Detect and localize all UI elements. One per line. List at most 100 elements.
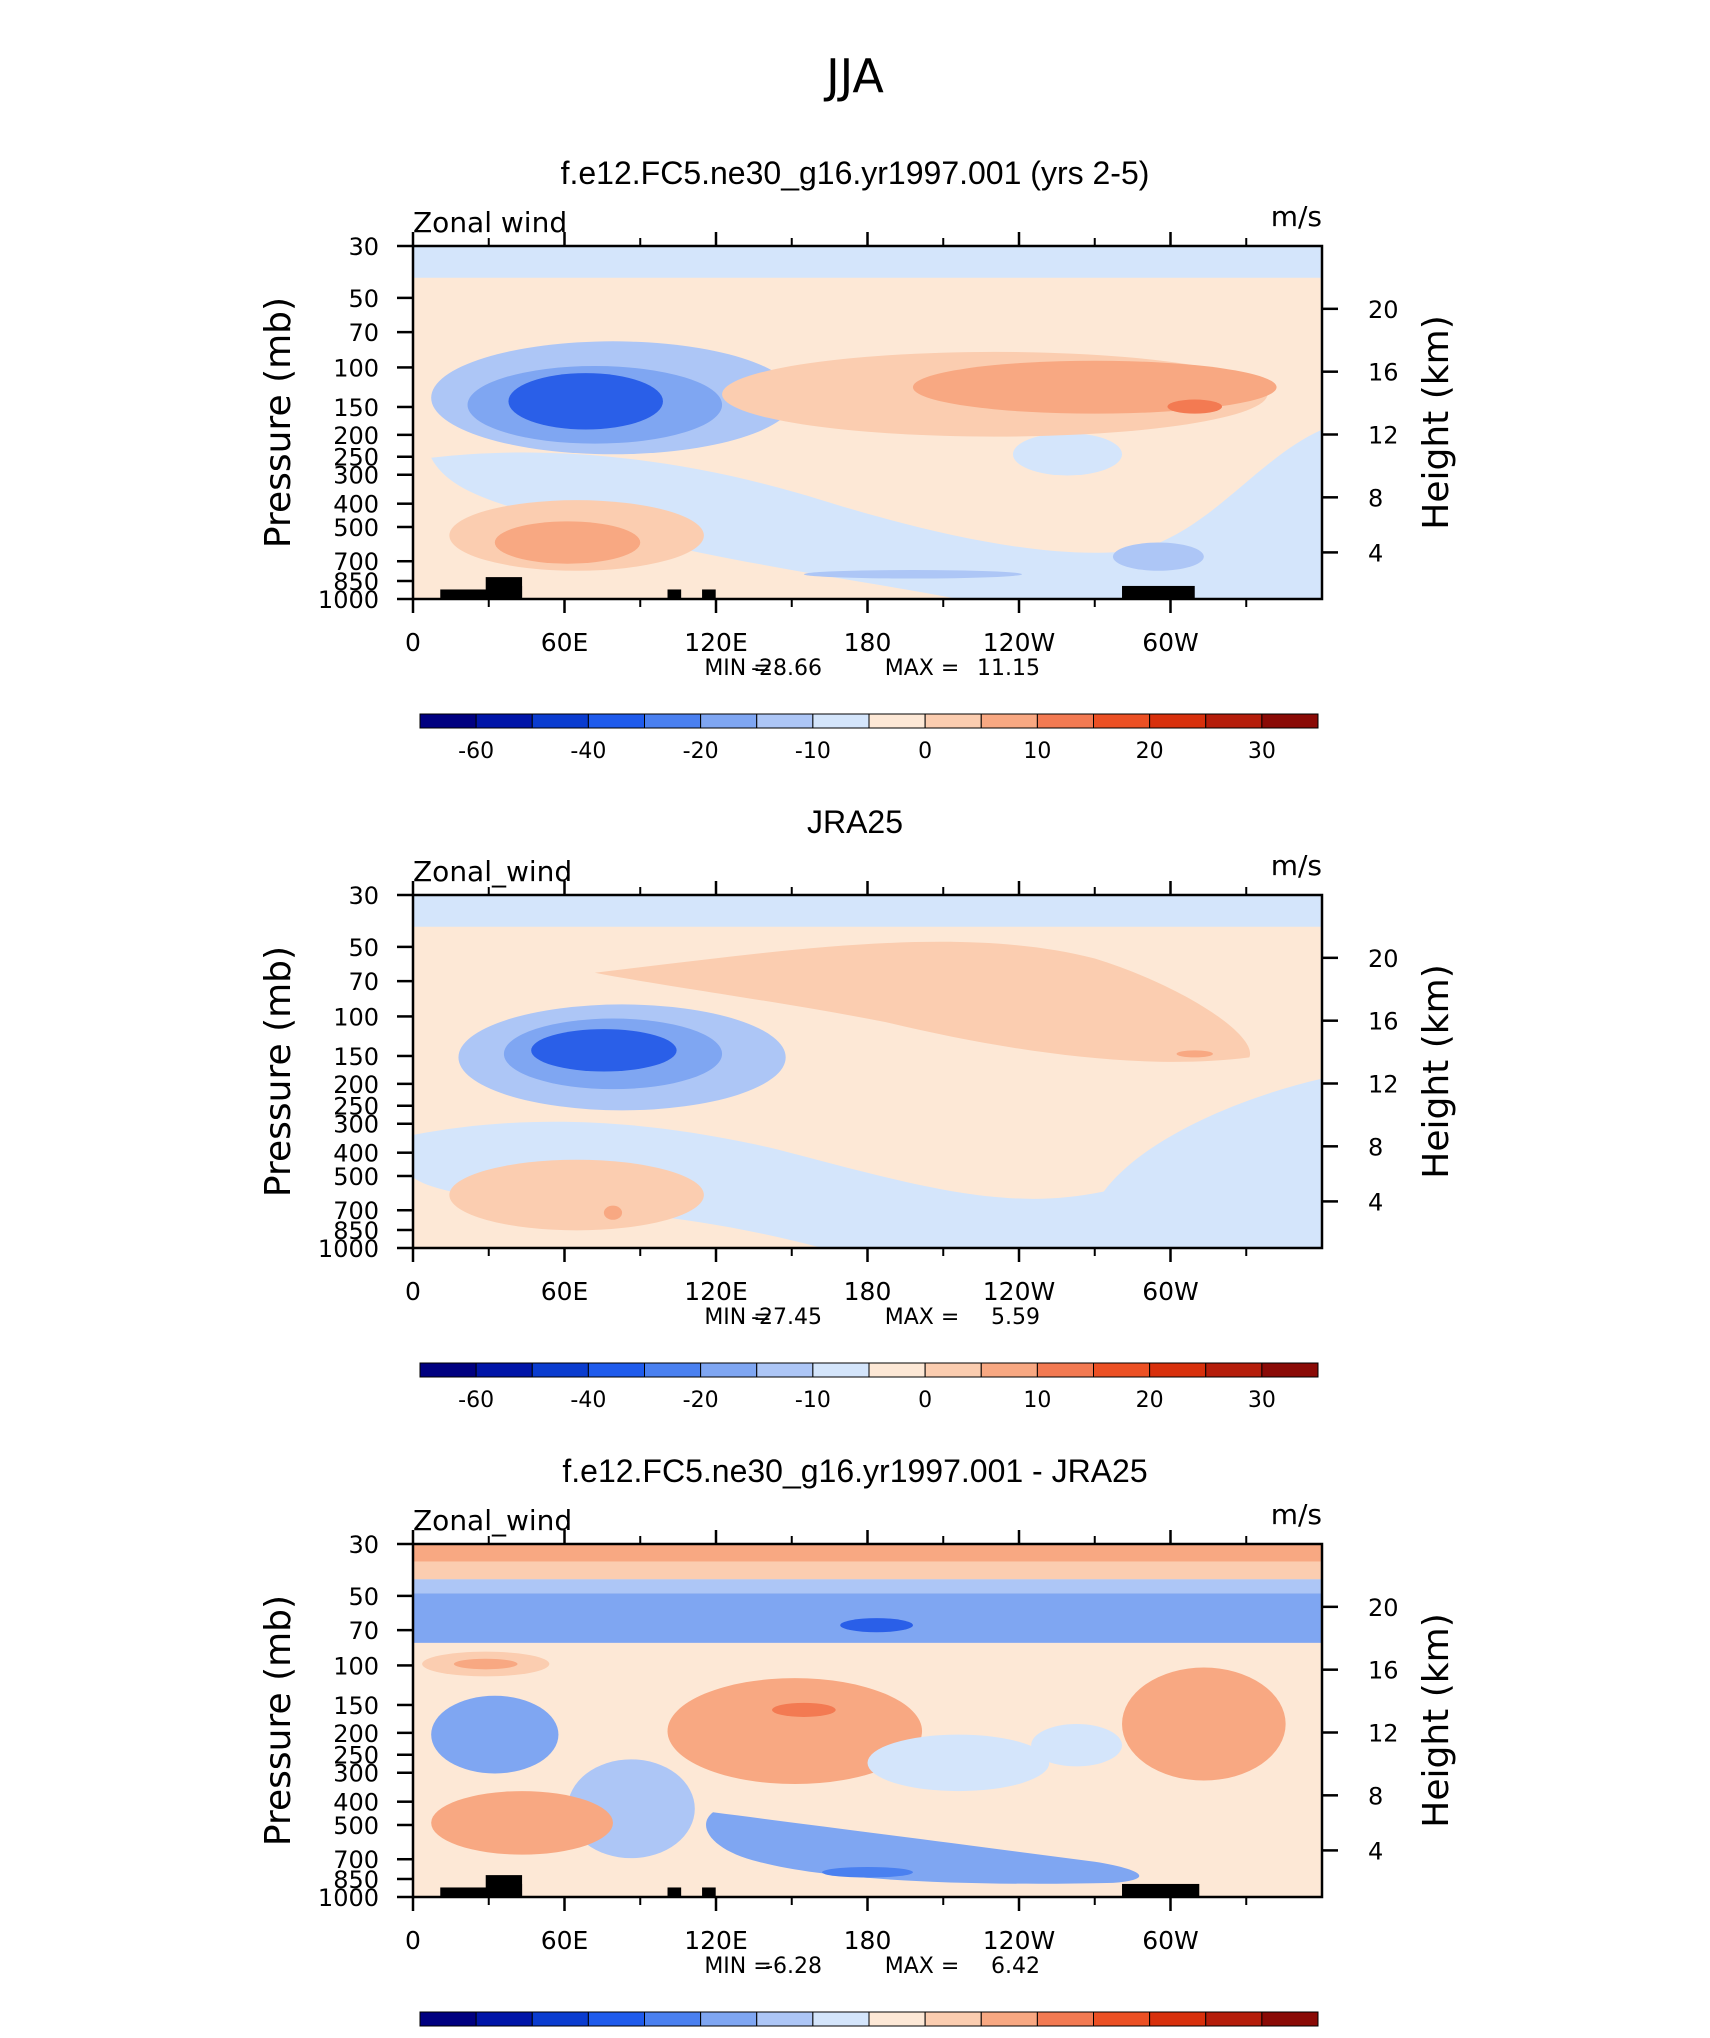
colorbar-swatch [531, 713, 589, 729]
y2-tick-label: 8 [1368, 1782, 1383, 1810]
colorbar-swatch [1036, 1362, 1094, 1378]
colorbar-swatch [868, 713, 926, 729]
colorbar-label: -40 [570, 1388, 606, 1413]
topography [1122, 1883, 1200, 1897]
topography [702, 1887, 716, 1897]
variable-label: Zonal wind [413, 206, 567, 239]
y-tick-label: 30 [348, 233, 379, 261]
colorbar-swatch [1261, 713, 1319, 729]
panel-2: JRA25 Zonal_wind m/s 0 60E 120E 180 120W 60W 30 50… [258, 804, 1457, 1413]
colorbar-swatch [980, 1362, 1038, 1378]
colorbar-label: 30 [1248, 739, 1276, 764]
contour-region [706, 1812, 1140, 1884]
contour-region [413, 1593, 1322, 1643]
y-tick-label: 700 [333, 1846, 379, 1874]
variable-label: Zonal_wind [413, 1504, 572, 1537]
y-tick-label: 500 [333, 1812, 379, 1840]
colorbar-swatch [1205, 713, 1263, 729]
y-tick-label: 250 [333, 1093, 379, 1121]
colorbar-swatch [419, 713, 477, 729]
min-value: -28.66 [751, 656, 822, 681]
colorbar-swatch [587, 1362, 645, 1378]
colorbar-swatch [924, 1362, 982, 1378]
contour-region [413, 1579, 1322, 1594]
min-label: MIN = [704, 1954, 771, 1979]
contour-field [413, 246, 1322, 599]
y2-tick-label: 16 [1368, 359, 1399, 387]
y-tick-label: 200 [333, 422, 379, 450]
colorbar-swatch [868, 2011, 926, 2027]
contour-region [413, 895, 1322, 927]
y-tick-label: 100 [333, 354, 379, 382]
colorbar-swatch [756, 1362, 814, 1378]
colorbar-label: -20 [683, 1388, 719, 1413]
y-tick-label: 250 [333, 1742, 379, 1770]
y2-tick-label: 16 [1368, 1008, 1399, 1036]
x-tick-label: 120E [684, 1277, 748, 1306]
colorbar: -60 -40 -20 -10 0 10 20 30 [419, 713, 1319, 764]
y-tick-label: 150 [333, 394, 379, 422]
colorbar-swatch [419, 2011, 477, 2027]
colorbar-swatch [1149, 713, 1207, 729]
colorbar-swatch [531, 2011, 589, 2027]
y-tick-label: 100 [333, 1003, 379, 1031]
contour-region [772, 1702, 836, 1717]
contour-region [1176, 1050, 1213, 1058]
y-tick-label: 300 [333, 462, 379, 490]
max-label: MAX = [885, 656, 960, 681]
contour-region [594, 941, 1251, 1062]
y2-tick-label: 12 [1368, 1071, 1399, 1099]
contour-region [1012, 433, 1123, 476]
y-tick-label: 1000 [318, 586, 379, 614]
colorbar-swatch [1036, 713, 1094, 729]
x-tick-label: 120W [983, 628, 1055, 657]
y-tick-label: 250 [333, 444, 379, 472]
colorbar: -60 -40 -20 -10 0 10 20 30 [419, 1362, 1319, 1413]
units-label: m/s [1271, 849, 1322, 882]
y2-tick-label: 12 [1368, 1720, 1399, 1748]
y-tick-label: 50 [348, 934, 379, 962]
y-tick-label: 850 [333, 1866, 379, 1894]
colorbar-swatch [475, 2011, 533, 2027]
panel-title: f.e12.FC5.ne30_g16.yr1997.001 (yrs 2-5) [561, 155, 1150, 191]
max-label: MAX = [885, 1954, 960, 1979]
panel-title: f.e12.FC5.ne30_g16.yr1997.001 - JRA25 [562, 1453, 1147, 1489]
y-tick-label: 400 [333, 491, 379, 519]
panel-1: f.e12.FC5.ne30_g16.yr1997.001 (yrs 2-5) Z… [258, 155, 1457, 764]
contour-region [431, 1695, 559, 1774]
colorbar-swatch [980, 713, 1038, 729]
y-tick-label: 700 [333, 548, 379, 576]
contour-region [431, 1791, 613, 1855]
x-tick-label: 60W [1142, 1926, 1199, 1955]
y-tick-label: 850 [333, 568, 379, 596]
colorbar-swatch [1093, 713, 1151, 729]
x-tick-label: 60E [541, 1926, 589, 1955]
colorbar-swatch [1261, 2011, 1319, 2027]
y-tick-label: 500 [333, 1163, 379, 1191]
topography [702, 589, 716, 599]
y-tick-label: 30 [348, 882, 379, 910]
x-tick-label: 0 [405, 1926, 421, 1955]
contour-region [1167, 399, 1223, 414]
colorbar-swatch [1093, 1362, 1151, 1378]
contour-region [508, 373, 663, 430]
y-tick-label: 300 [333, 1760, 379, 1788]
y2-tick-label: 20 [1368, 945, 1399, 973]
colorbar-label: 0 [918, 1388, 932, 1413]
contour-region [453, 1658, 518, 1670]
x-tick-label: 120W [983, 1277, 1055, 1306]
colorbar-label: -10 [795, 739, 831, 764]
contour-region [449, 1159, 704, 1231]
contour-region [840, 1618, 913, 1633]
panel-3: f.e12.FC5.ne30_g16.yr1997.001 - JRA25 Zon… [258, 1453, 1457, 2038]
y2-tick-label: 16 [1368, 1657, 1399, 1685]
y-tick-label: 70 [348, 1617, 379, 1645]
y-tick-label: 70 [348, 968, 379, 996]
figure-title: JJA [823, 49, 884, 103]
min-value: -27.45 [751, 1305, 822, 1330]
x-tick-label: 60E [541, 1277, 589, 1306]
contour-region [867, 1734, 1050, 1792]
y-axis-title: Pressure (mb) [258, 946, 299, 1197]
colorbar-label: -20 [683, 739, 719, 764]
colorbar-swatch [812, 713, 870, 729]
